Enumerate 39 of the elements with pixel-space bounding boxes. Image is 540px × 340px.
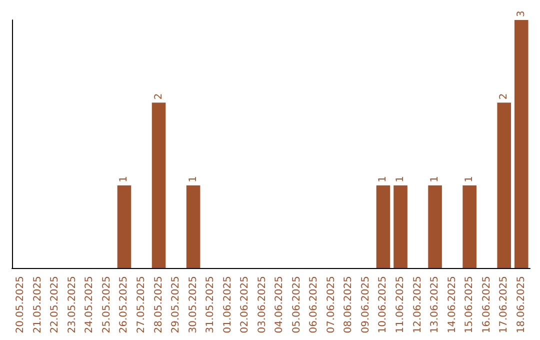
x-tick-label: 27.05.2025 [136, 276, 147, 334]
x-tick-label: 20.05.2025 [15, 276, 26, 334]
x-tick-label: 10.06.2025 [378, 276, 389, 334]
x-tick-label: 04.06.2025 [274, 276, 286, 334]
x-tick-label: 07.06.2025 [326, 276, 337, 334]
x-tick-label: 21.05.2025 [32, 276, 44, 334]
x-tick-label: 03.06.2025 [256, 276, 268, 334]
x-tick-label: 12.06.2025 [412, 276, 424, 334]
x-tick-label: 31.05.2025 [205, 276, 216, 334]
x-tick-label: 02.06.2025 [240, 276, 251, 334]
data-label: 1 [378, 176, 389, 182]
x-tick-label: 18.06.2025 [516, 276, 527, 334]
x-tick-label: 14.06.2025 [446, 276, 458, 334]
data-label: 1 [118, 176, 130, 182]
x-tick-label: 29.05.2025 [170, 276, 182, 334]
x-tick-label: 22.05.2025 [50, 276, 61, 334]
x-tick-label: 16.06.2025 [481, 276, 492, 334]
x-tick-label: 28.05.2025 [153, 276, 164, 334]
x-tick-label: 17.06.2025 [498, 276, 510, 334]
x-tick-label: 06.06.2025 [308, 276, 320, 334]
data-label: 2 [153, 93, 164, 100]
x-tick-label: 09.06.2025 [360, 276, 372, 334]
x-tick-label: 15.06.2025 [464, 276, 476, 334]
data-label: 1 [464, 176, 476, 182]
x-tick-label: 11.06.2025 [395, 276, 406, 334]
x-tick-label: 26.05.2025 [118, 276, 130, 334]
data-label: 1 [188, 176, 199, 182]
data-label: 1 [430, 176, 441, 182]
x-tick-label: 05.06.2025 [291, 276, 302, 334]
x-tick-label: 08.06.2025 [343, 276, 354, 334]
data-label: 3 [516, 10, 527, 17]
data-label: 2 [498, 93, 510, 100]
x-tick-label: 24.05.2025 [84, 276, 96, 334]
x-tick-label: 13.06.2025 [430, 276, 441, 334]
x-tick-label: 25.05.2025 [101, 276, 112, 334]
x-tick-label: 30.05.2025 [188, 276, 199, 334]
data-label: 1 [395, 176, 406, 182]
x-tick-label: 23.05.2025 [66, 276, 78, 334]
x-tick-label: 01.06.2025 [222, 276, 234, 334]
